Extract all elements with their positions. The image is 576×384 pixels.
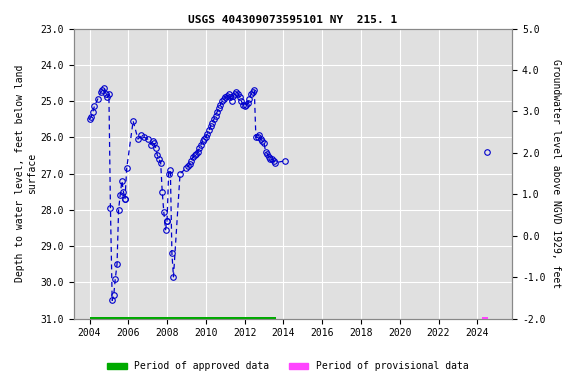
Y-axis label: Depth to water level, feet below land
surface: Depth to water level, feet below land su… <box>15 65 37 282</box>
Legend: Period of approved data, Period of provisional data: Period of approved data, Period of provi… <box>103 358 473 375</box>
Bar <box>89 317 276 324</box>
Title: USGS 404309073595101 NY  215. 1: USGS 404309073595101 NY 215. 1 <box>188 15 398 25</box>
Bar <box>482 317 488 324</box>
Y-axis label: Groundwater level above NGVD 1929, feet: Groundwater level above NGVD 1929, feet <box>551 59 561 288</box>
